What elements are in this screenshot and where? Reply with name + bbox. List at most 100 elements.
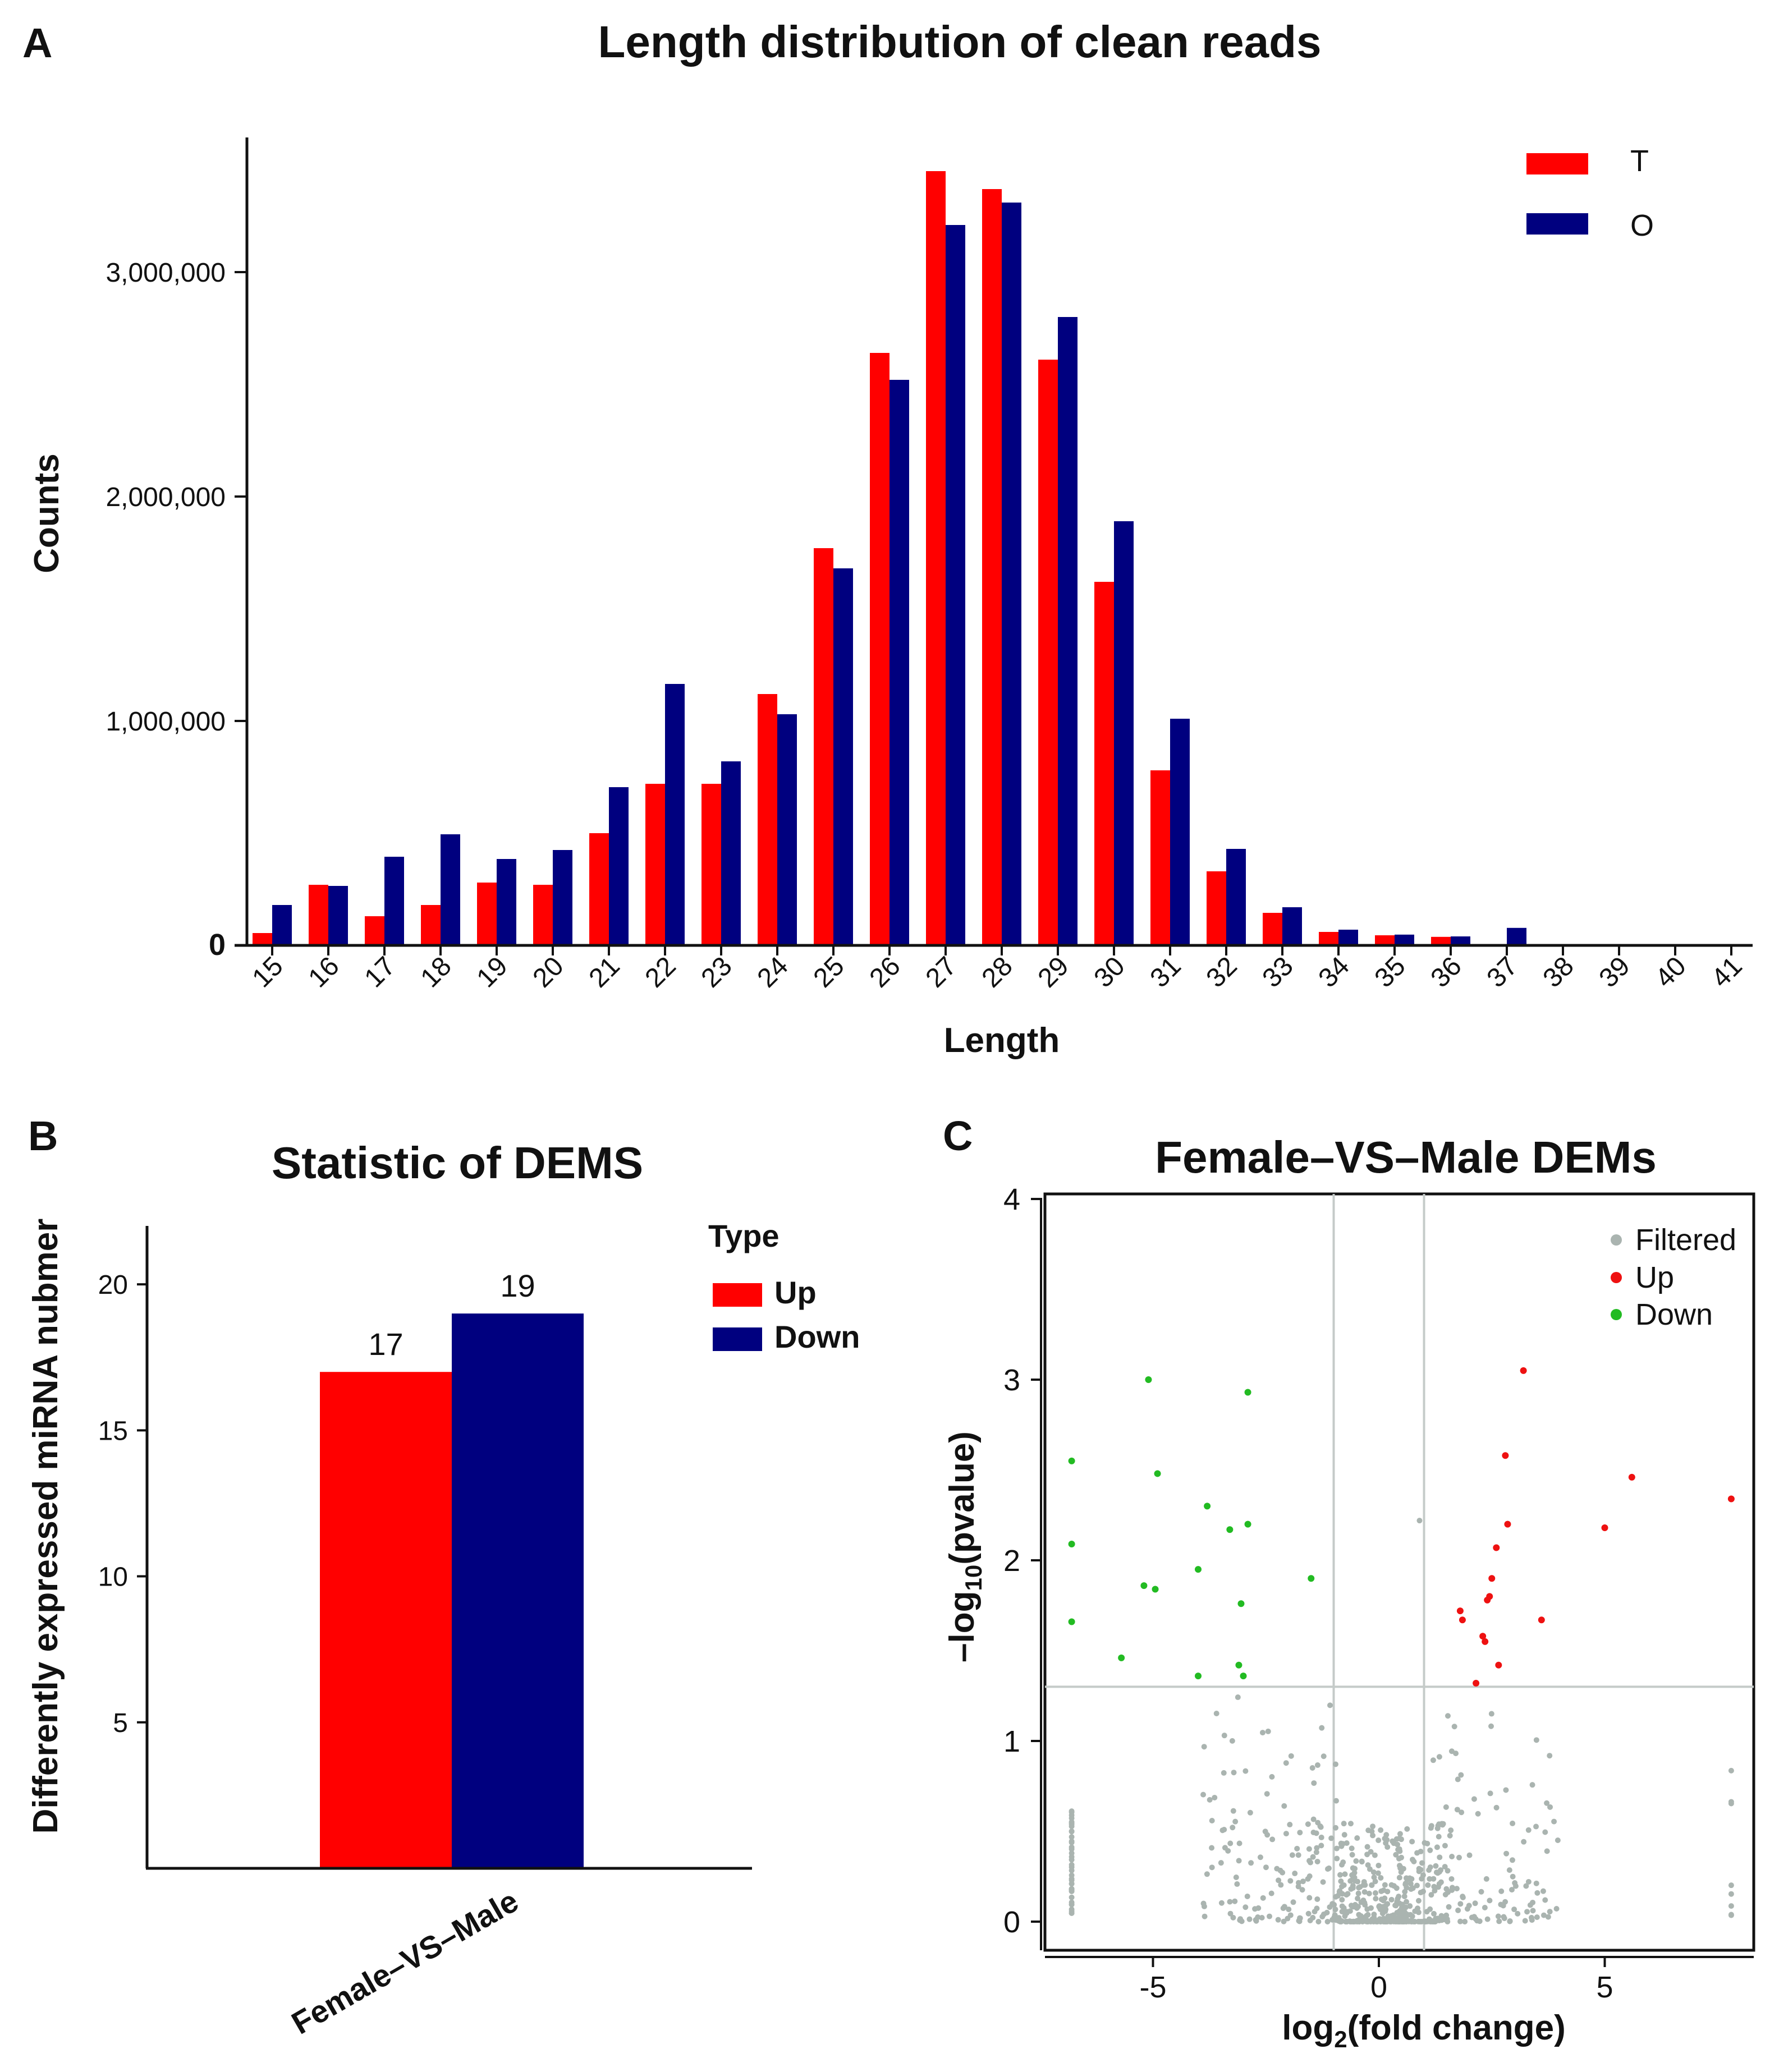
y-tick-label: 20 <box>98 1270 128 1300</box>
bar-t-18 <box>421 905 441 945</box>
filtered-point <box>1437 1854 1443 1860</box>
filtered-point <box>1428 1825 1434 1831</box>
up-point <box>1484 1596 1491 1604</box>
filtered-point <box>1484 1916 1491 1922</box>
bar-o-34 <box>1338 930 1358 945</box>
down-point <box>1195 1566 1202 1573</box>
filtered-point <box>1412 1919 1418 1924</box>
filtered-point <box>1488 1711 1494 1717</box>
filtered-point <box>1369 1882 1375 1888</box>
filtered-point <box>1263 1864 1269 1871</box>
filtered-point <box>1232 1818 1239 1825</box>
filtered-point <box>1459 1809 1465 1816</box>
filtered-point <box>1455 1907 1461 1913</box>
down-point <box>1244 1389 1251 1396</box>
filtered-point <box>1281 1904 1287 1910</box>
filtered-point <box>1230 1914 1236 1921</box>
filtered-point <box>1438 1917 1445 1923</box>
bar-t-21 <box>589 833 609 945</box>
filtered-point <box>1368 1849 1374 1855</box>
bar-t-27 <box>926 171 946 945</box>
filtered-point <box>1305 1876 1311 1882</box>
filtered-point <box>1373 1895 1379 1901</box>
filtered-point <box>1503 1787 1509 1793</box>
y-tick-label: 1 <box>1003 1725 1020 1758</box>
filtered-point <box>1320 1879 1326 1885</box>
filtered-point <box>1435 1884 1441 1890</box>
filtered-point <box>1449 1887 1455 1893</box>
filtered-point <box>1311 1780 1317 1786</box>
filtered-point <box>1534 1914 1540 1921</box>
y-tick-label: 3,000,000 <box>106 258 226 288</box>
panel-letter-a: A <box>22 20 52 66</box>
filtered-point <box>1354 1835 1360 1841</box>
filtered-point <box>1431 1910 1437 1917</box>
legend-label-up-c: Up <box>1635 1261 1674 1294</box>
filtered-point <box>1278 1882 1284 1888</box>
filtered-point <box>1383 1919 1389 1924</box>
chart-c-ylabel-main: –log <box>943 1591 982 1662</box>
down-point <box>1118 1654 1125 1661</box>
bar-t-26 <box>870 353 890 945</box>
filtered-point <box>1347 1821 1354 1827</box>
filtered-point <box>1409 1913 1415 1919</box>
filtered-point <box>1396 1894 1402 1900</box>
filtered-point <box>1355 1890 1361 1896</box>
filtered-point <box>1442 1864 1448 1870</box>
filtered-point <box>1287 1878 1294 1884</box>
legend-label-filtered: Filtered <box>1635 1223 1736 1257</box>
filtered-point <box>1728 1912 1734 1918</box>
filtered-point <box>1267 1913 1273 1919</box>
filtered-point <box>1547 1804 1553 1810</box>
filtered-point <box>1265 1728 1271 1734</box>
filtered-point <box>1209 1817 1215 1823</box>
legend-label-t: T <box>1630 144 1649 178</box>
filtered-point <box>1431 1883 1437 1890</box>
filtered-point <box>1069 1906 1075 1913</box>
filtered-point <box>1442 1843 1448 1849</box>
filtered-point <box>1451 1724 1457 1730</box>
y-tick-label: 2,000,000 <box>106 483 226 512</box>
filtered-point <box>1510 1820 1516 1826</box>
legend-swatch-o <box>1526 213 1588 235</box>
filtered-point <box>1471 1796 1477 1802</box>
filtered-point <box>1540 1912 1547 1918</box>
bar-t-35 <box>1375 935 1395 945</box>
filtered-point <box>1458 1772 1464 1778</box>
filtered-point <box>1319 1725 1325 1731</box>
bar-t-24 <box>758 694 777 945</box>
filtered-point <box>1260 1895 1266 1901</box>
filtered-point <box>1445 1713 1451 1719</box>
filtered-point <box>1201 1903 1207 1909</box>
panel-b: B Statistic of DEMS Differently expresse… <box>26 1113 860 2041</box>
up-point <box>1473 1679 1480 1687</box>
filtered-point <box>1415 1898 1422 1904</box>
filtered-point <box>1488 1723 1494 1729</box>
filtered-point <box>1218 1860 1224 1866</box>
down-point <box>1308 1575 1315 1582</box>
filtered-point <box>1307 1917 1313 1923</box>
filtered-point <box>1512 1883 1519 1889</box>
filtered-point <box>1207 1797 1213 1803</box>
filtered-point <box>1510 1873 1516 1880</box>
filtered-point <box>1327 1702 1333 1708</box>
filtered-point <box>1495 1913 1501 1919</box>
filtered-point <box>1378 1875 1384 1881</box>
panel-a: A Length distribution of clean reads Cou… <box>22 17 1753 1060</box>
filtered-point <box>1371 1912 1377 1918</box>
bar-o-26 <box>890 380 909 945</box>
chart-c-filtered-points <box>1069 1518 1734 1924</box>
filtered-point <box>1338 1878 1344 1884</box>
filtered-point <box>1234 1881 1240 1887</box>
filtered-point <box>1728 1800 1734 1807</box>
down-point <box>1204 1503 1211 1510</box>
down-point <box>1240 1673 1247 1680</box>
filtered-point <box>1378 1919 1384 1924</box>
chart-c-xlabel-sub: 2 <box>1334 2026 1347 2052</box>
filtered-point <box>1436 1834 1442 1840</box>
filtered-point <box>1356 1912 1362 1918</box>
filtered-point <box>1248 1860 1254 1866</box>
filtered-point <box>1352 1866 1358 1872</box>
